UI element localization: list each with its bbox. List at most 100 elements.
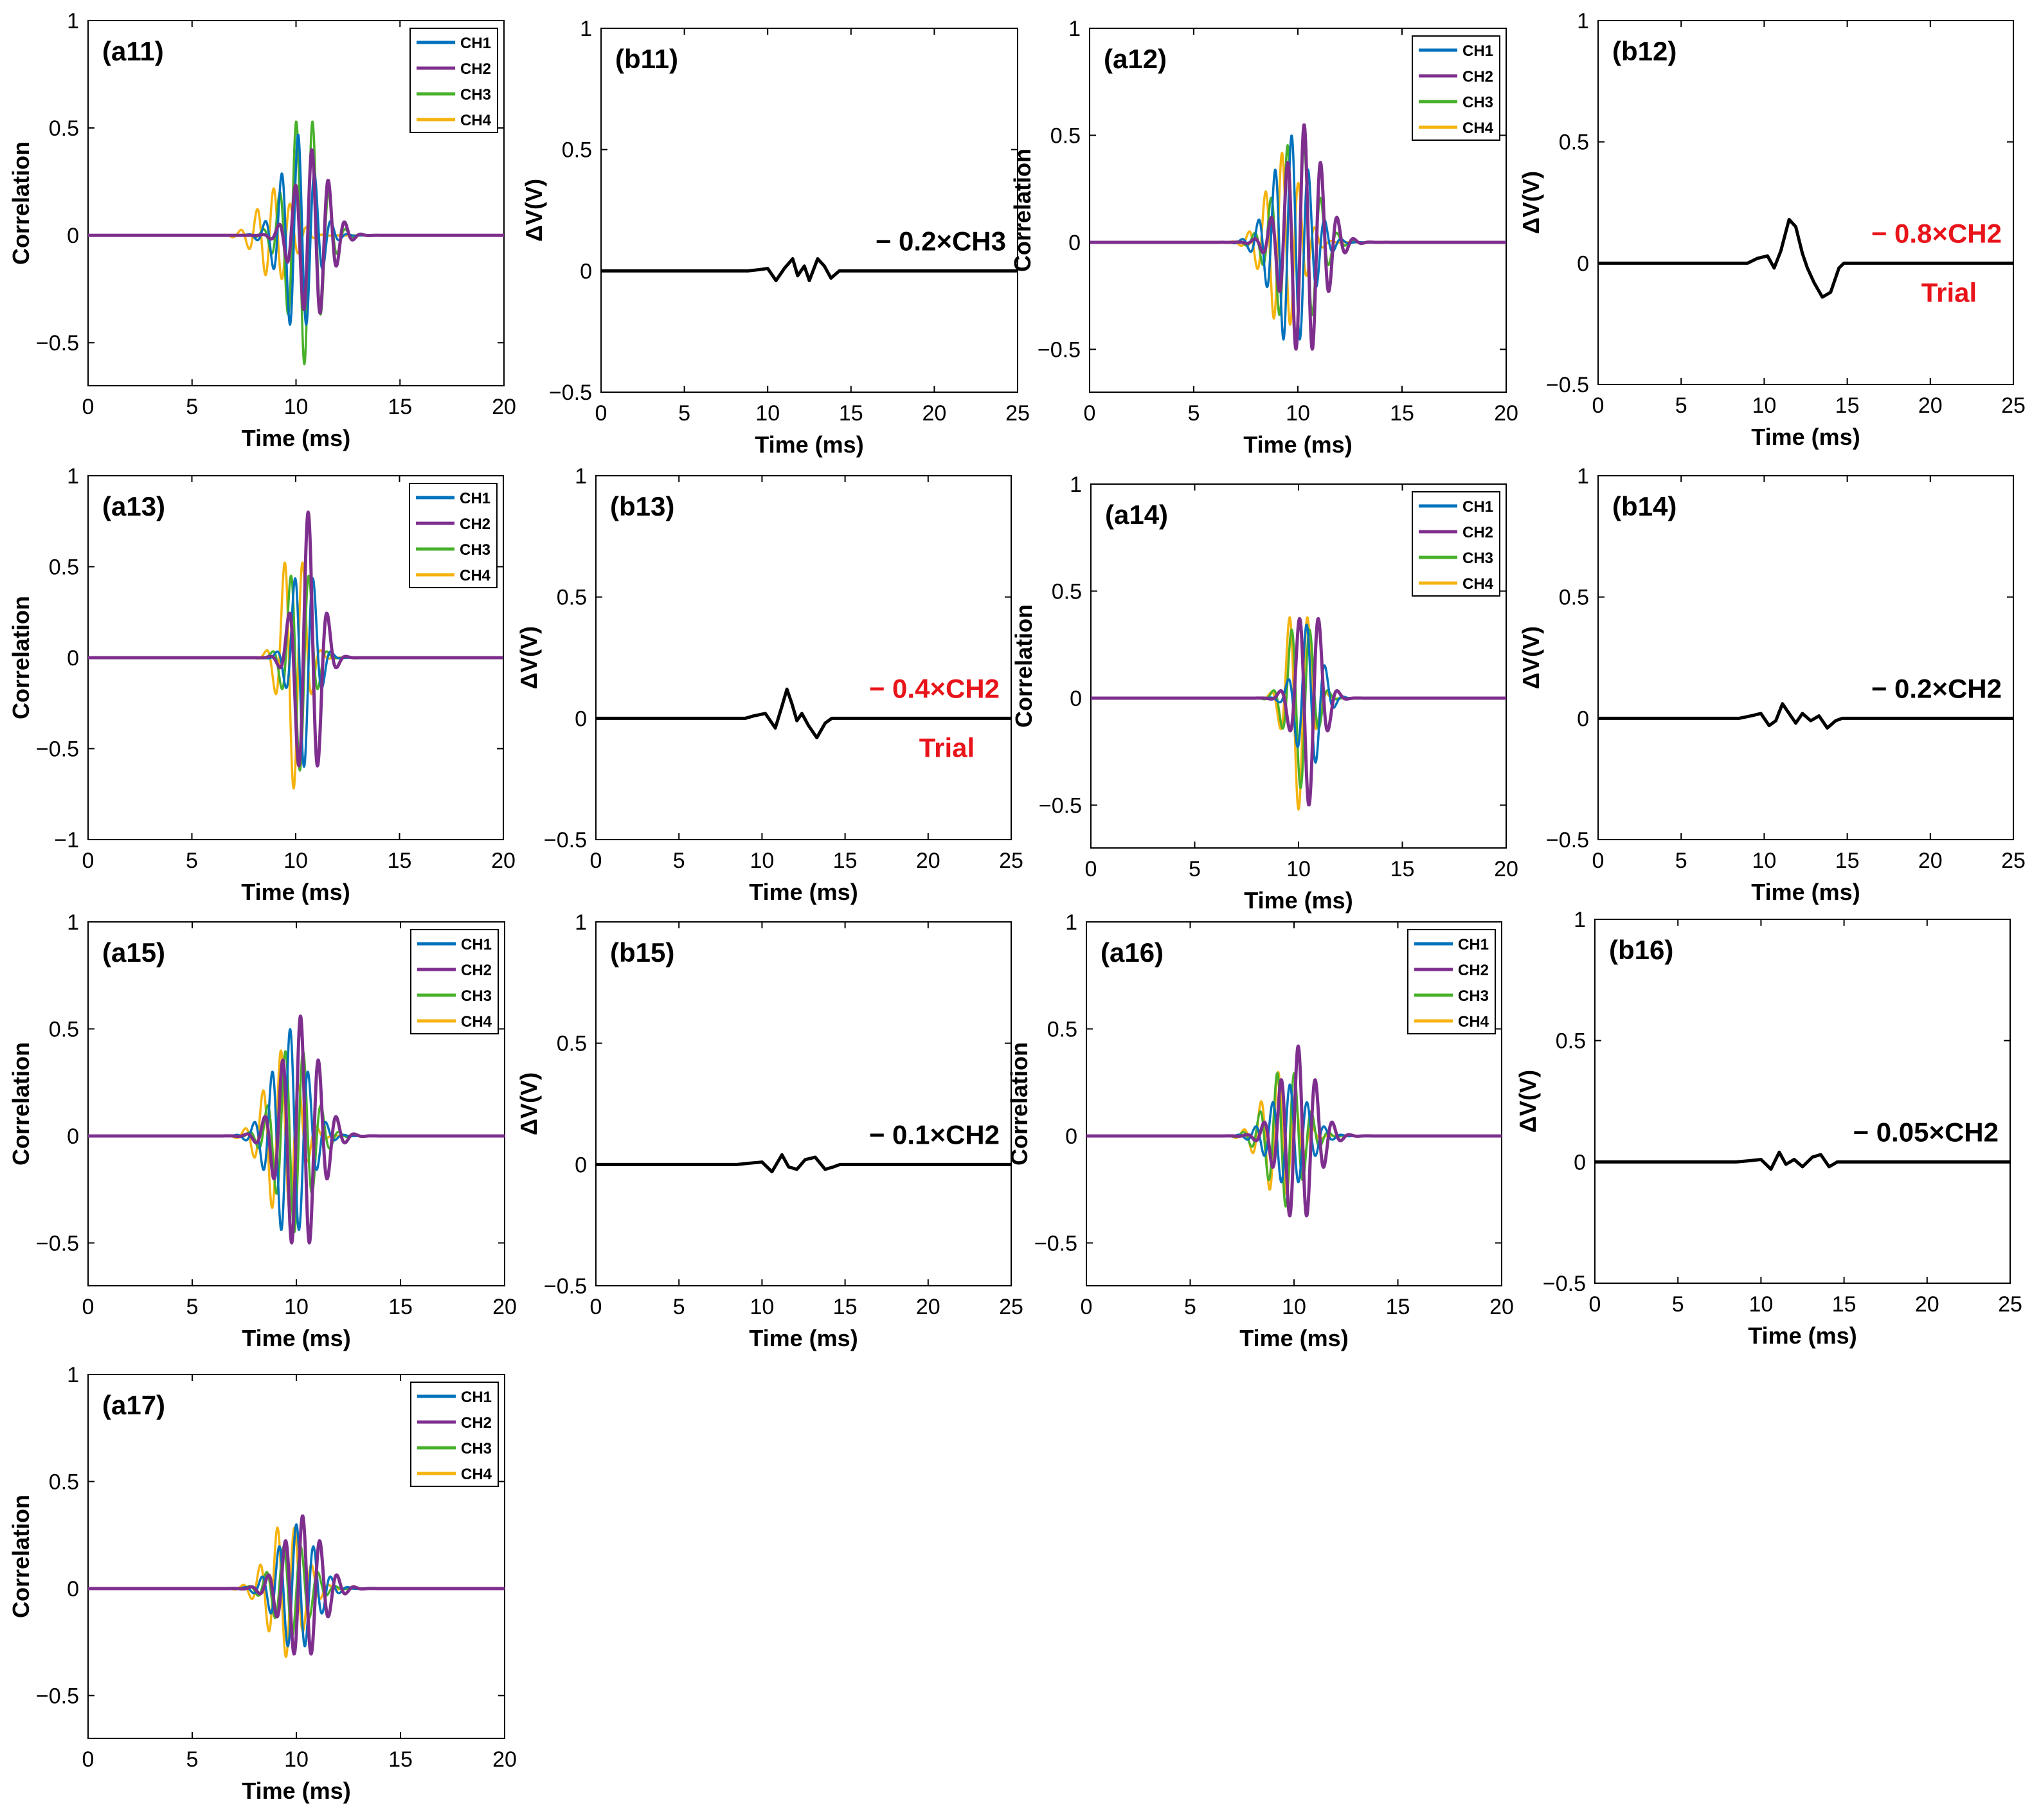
x-tick-label: 15 [388, 1295, 413, 1319]
panel-label: (b15) [610, 937, 674, 968]
x-tick-label: 25 [1005, 401, 1030, 426]
x-tick-label: 0 [590, 849, 602, 873]
x-tick-label: 20 [1918, 393, 1943, 418]
y-tick-label: 0 [575, 707, 587, 731]
scaling-annotation: − 0.2×CH3 [876, 226, 1006, 256]
legend-label-ch2: CH2 [1462, 524, 1493, 541]
x-axis-label: Time (ms) [1751, 424, 1860, 450]
y-tick-label: 0.5 [1050, 123, 1081, 148]
x-tick-label: 15 [1390, 857, 1415, 881]
x-tick-label: 20 [492, 395, 516, 419]
x-tick-label: 10 [755, 401, 780, 426]
delta-v-line [1595, 1150, 2010, 1171]
y-tick-label: 0 [1577, 707, 1589, 731]
x-tick-label: 0 [595, 401, 607, 426]
scaling-annotation: − 0.05×CH2 [1853, 1117, 1999, 1147]
x-axis-label: Time (ms) [241, 879, 350, 905]
x-tick-label: 20 [916, 849, 940, 873]
x-axis-label: Time (ms) [1243, 431, 1352, 458]
x-tick-label: 25 [999, 1295, 1023, 1319]
x-tick-label: 20 [491, 849, 516, 873]
legend: CH1 CH2 CH3 CH4 [1412, 35, 1500, 141]
x-tick-label: 0 [82, 1747, 94, 1772]
x-tick-label: 5 [678, 401, 690, 426]
y-tick-label: −0.5 [1546, 828, 1589, 852]
legend-label-ch2: CH2 [1458, 962, 1489, 979]
y-tick-label: 0 [67, 1577, 79, 1601]
legend: CH1 CH2 CH3 CH4 [409, 483, 498, 588]
x-axis-label: Time (ms) [749, 879, 858, 905]
y-tick-label: 0.5 [562, 138, 592, 163]
x-tick-label: 15 [388, 1747, 413, 1772]
x-tick-label: 5 [1184, 1295, 1196, 1319]
scaling-annotation: − 0.4×CH2 [869, 673, 1000, 703]
legend-label-ch4: CH4 [1462, 120, 1494, 137]
legend-label-ch1: CH1 [1462, 498, 1493, 516]
legend-label-ch4: CH4 [1462, 575, 1494, 593]
y-tick-label: 0.5 [1556, 1029, 1586, 1054]
x-tick-label: 25 [2001, 393, 2026, 418]
y-tick-label: 0 [1065, 1124, 1077, 1149]
y-tick-label: 1 [67, 464, 79, 489]
y-tick-label: 0.5 [557, 1032, 587, 1056]
legend-label-ch4: CH4 [460, 567, 491, 584]
x-tick-label: 20 [1918, 849, 1943, 873]
x-axis-label: Time (ms) [1751, 879, 1860, 905]
y-tick-label: 0 [1068, 231, 1081, 255]
x-tick-label: 10 [1752, 849, 1776, 873]
y-tick-label: −0.5 [544, 1274, 587, 1299]
y-tick-label: 1 [1574, 908, 1586, 932]
panel-label: (b16) [1609, 935, 1673, 965]
x-tick-label: 15 [1390, 401, 1414, 426]
x-tick-label: 15 [839, 401, 863, 426]
x-tick-label: 0 [1085, 857, 1097, 881]
panel-label: (b13) [610, 491, 674, 521]
x-tick-label: 20 [1915, 1292, 1939, 1317]
legend-label-ch2: CH2 [460, 516, 490, 533]
y-tick-label: 0.5 [49, 1017, 79, 1041]
y-tick-label: −1 [54, 828, 79, 852]
x-tick-label: 5 [1675, 393, 1687, 418]
legend-label-ch2: CH2 [460, 60, 491, 78]
y-tick-label: −0.5 [1038, 338, 1081, 362]
legend-box [410, 1382, 499, 1487]
legend-label-ch2: CH2 [461, 962, 492, 979]
y-tick-label: 1 [1577, 464, 1589, 489]
x-tick-label: 25 [999, 849, 1023, 873]
legend-box [410, 929, 499, 1034]
y-tick-label: 0.5 [1047, 1017, 1077, 1041]
series-ch2-line [88, 1014, 505, 1245]
x-axis-label: Time (ms) [242, 1325, 350, 1351]
x-axis-label: Time (ms) [242, 1778, 350, 1804]
y-tick-label: 1 [67, 1363, 79, 1387]
x-tick-label: 5 [186, 849, 198, 873]
x-tick-label: 10 [750, 1295, 774, 1319]
x-tick-label: 10 [284, 395, 309, 419]
y-tick-label: −0.5 [36, 331, 79, 356]
x-tick-label: 0 [1592, 849, 1605, 873]
axes-box [1597, 20, 2014, 385]
x-tick-label: 15 [1386, 1295, 1410, 1319]
legend: CH1 CH2 CH3 CH4 [410, 929, 499, 1034]
y-tick-label: 0 [1574, 1150, 1586, 1175]
x-tick-label: 10 [1282, 1295, 1306, 1319]
panel-label: (a17) [102, 1390, 165, 1420]
panel-label: (a13) [102, 491, 165, 521]
x-tick-label: 0 [1081, 1295, 1093, 1319]
y-tick-label: 0 [575, 1153, 587, 1177]
legend-label-ch4: CH4 [461, 1466, 492, 1483]
x-tick-label: 20 [1489, 1295, 1514, 1319]
legend-label-ch1: CH1 [461, 936, 492, 953]
x-tick-label: 20 [1494, 401, 1518, 426]
x-tick-label: 5 [1188, 401, 1200, 426]
x-axis-label: Time (ms) [749, 1325, 858, 1351]
y-axis-label: Correlation [8, 141, 34, 265]
x-tick-label: 15 [833, 849, 858, 873]
y-tick-label: 1 [580, 17, 592, 41]
delta-v-line [1598, 702, 2013, 730]
x-tick-label: 25 [2001, 849, 2026, 873]
scaling-annotation: − 0.8×CH2 [1871, 218, 2002, 248]
y-tick-label: 0 [67, 646, 79, 671]
